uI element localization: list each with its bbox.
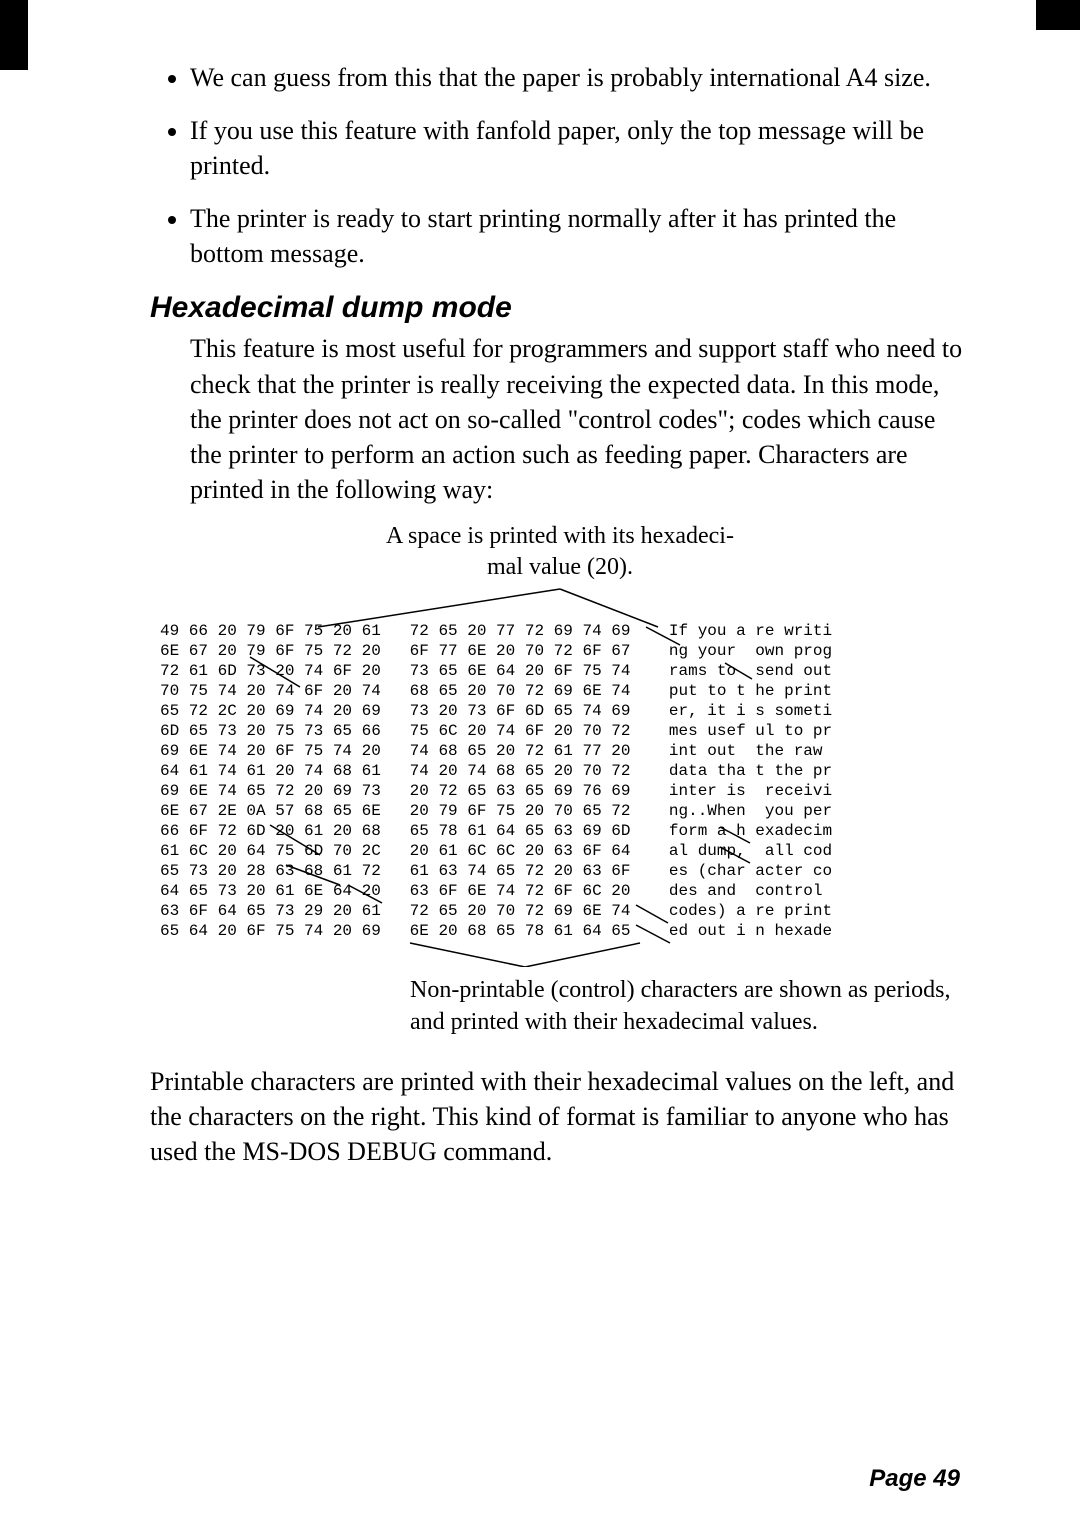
- closing-paragraph: Printable characters are printed with th…: [150, 1064, 970, 1169]
- decorative-tab-right: [1036, 0, 1080, 30]
- bullet-list: We can guess from this that the paper is…: [150, 60, 970, 271]
- caption-top: A space is printed with its hexadeci- ma…: [300, 521, 820, 583]
- hex-dump-block: 49 66 20 79 6F 75 20 61 72 65 20 77 72 6…: [150, 587, 970, 969]
- page-number: Page 49: [869, 1465, 960, 1493]
- bullet-item: If you use this feature with fanfold pap…: [190, 113, 970, 183]
- caption-bottom: Non-printable (control) characters are s…: [410, 975, 960, 1037]
- section-heading: Hexadecimal dump mode: [150, 291, 970, 325]
- decorative-tab-left: [0, 0, 28, 70]
- intro-paragraph: This feature is most useful for programm…: [190, 331, 970, 506]
- hex-dump-figure: 49 66 20 79 6F 75 20 61 72 65 20 77 72 6…: [150, 587, 970, 969]
- caption-top-line1: A space is printed with its hexadeci-: [386, 523, 734, 549]
- bullet-item: We can guess from this that the paper is…: [190, 60, 970, 95]
- caption-top-line2: mal value (20).: [487, 554, 633, 580]
- bullet-item: The printer is ready to start printing n…: [190, 201, 970, 271]
- page: We can guess from this that the paper is…: [0, 0, 1080, 1533]
